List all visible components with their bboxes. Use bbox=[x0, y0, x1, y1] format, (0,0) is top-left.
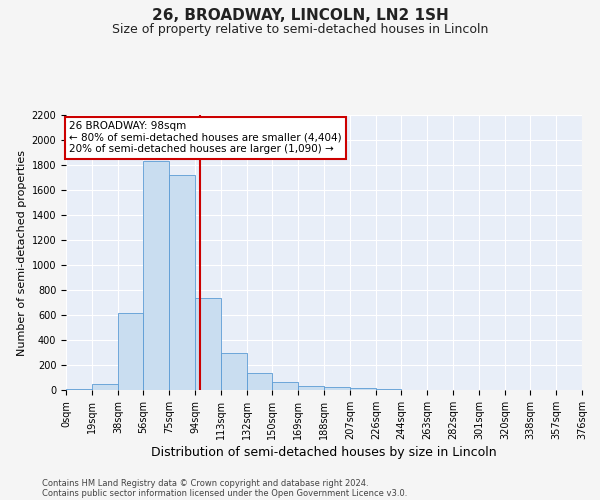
Bar bbox=[92, 384, 118, 390]
Bar bbox=[350, 388, 376, 390]
Bar bbox=[298, 386, 324, 390]
Bar bbox=[376, 389, 401, 390]
Text: Contains HM Land Registry data © Crown copyright and database right 2024.: Contains HM Land Registry data © Crown c… bbox=[42, 478, 368, 488]
Text: Size of property relative to semi-detached houses in Lincoln: Size of property relative to semi-detach… bbox=[112, 22, 488, 36]
Bar bbox=[221, 352, 247, 390]
Bar bbox=[66, 389, 92, 390]
Bar bbox=[324, 386, 350, 390]
Y-axis label: Number of semi-detached properties: Number of semi-detached properties bbox=[17, 150, 28, 356]
Text: 26, BROADWAY, LINCOLN, LN2 1SH: 26, BROADWAY, LINCOLN, LN2 1SH bbox=[152, 8, 448, 22]
Bar bbox=[118, 312, 143, 390]
Bar bbox=[195, 298, 221, 390]
Bar bbox=[169, 175, 195, 390]
Bar bbox=[247, 373, 272, 390]
X-axis label: Distribution of semi-detached houses by size in Lincoln: Distribution of semi-detached houses by … bbox=[151, 446, 497, 459]
Text: 26 BROADWAY: 98sqm
← 80% of semi-detached houses are smaller (4,404)
20% of semi: 26 BROADWAY: 98sqm ← 80% of semi-detache… bbox=[69, 121, 341, 154]
Bar bbox=[143, 161, 169, 390]
Bar bbox=[272, 382, 298, 390]
Text: Contains public sector information licensed under the Open Government Licence v3: Contains public sector information licen… bbox=[42, 488, 407, 498]
